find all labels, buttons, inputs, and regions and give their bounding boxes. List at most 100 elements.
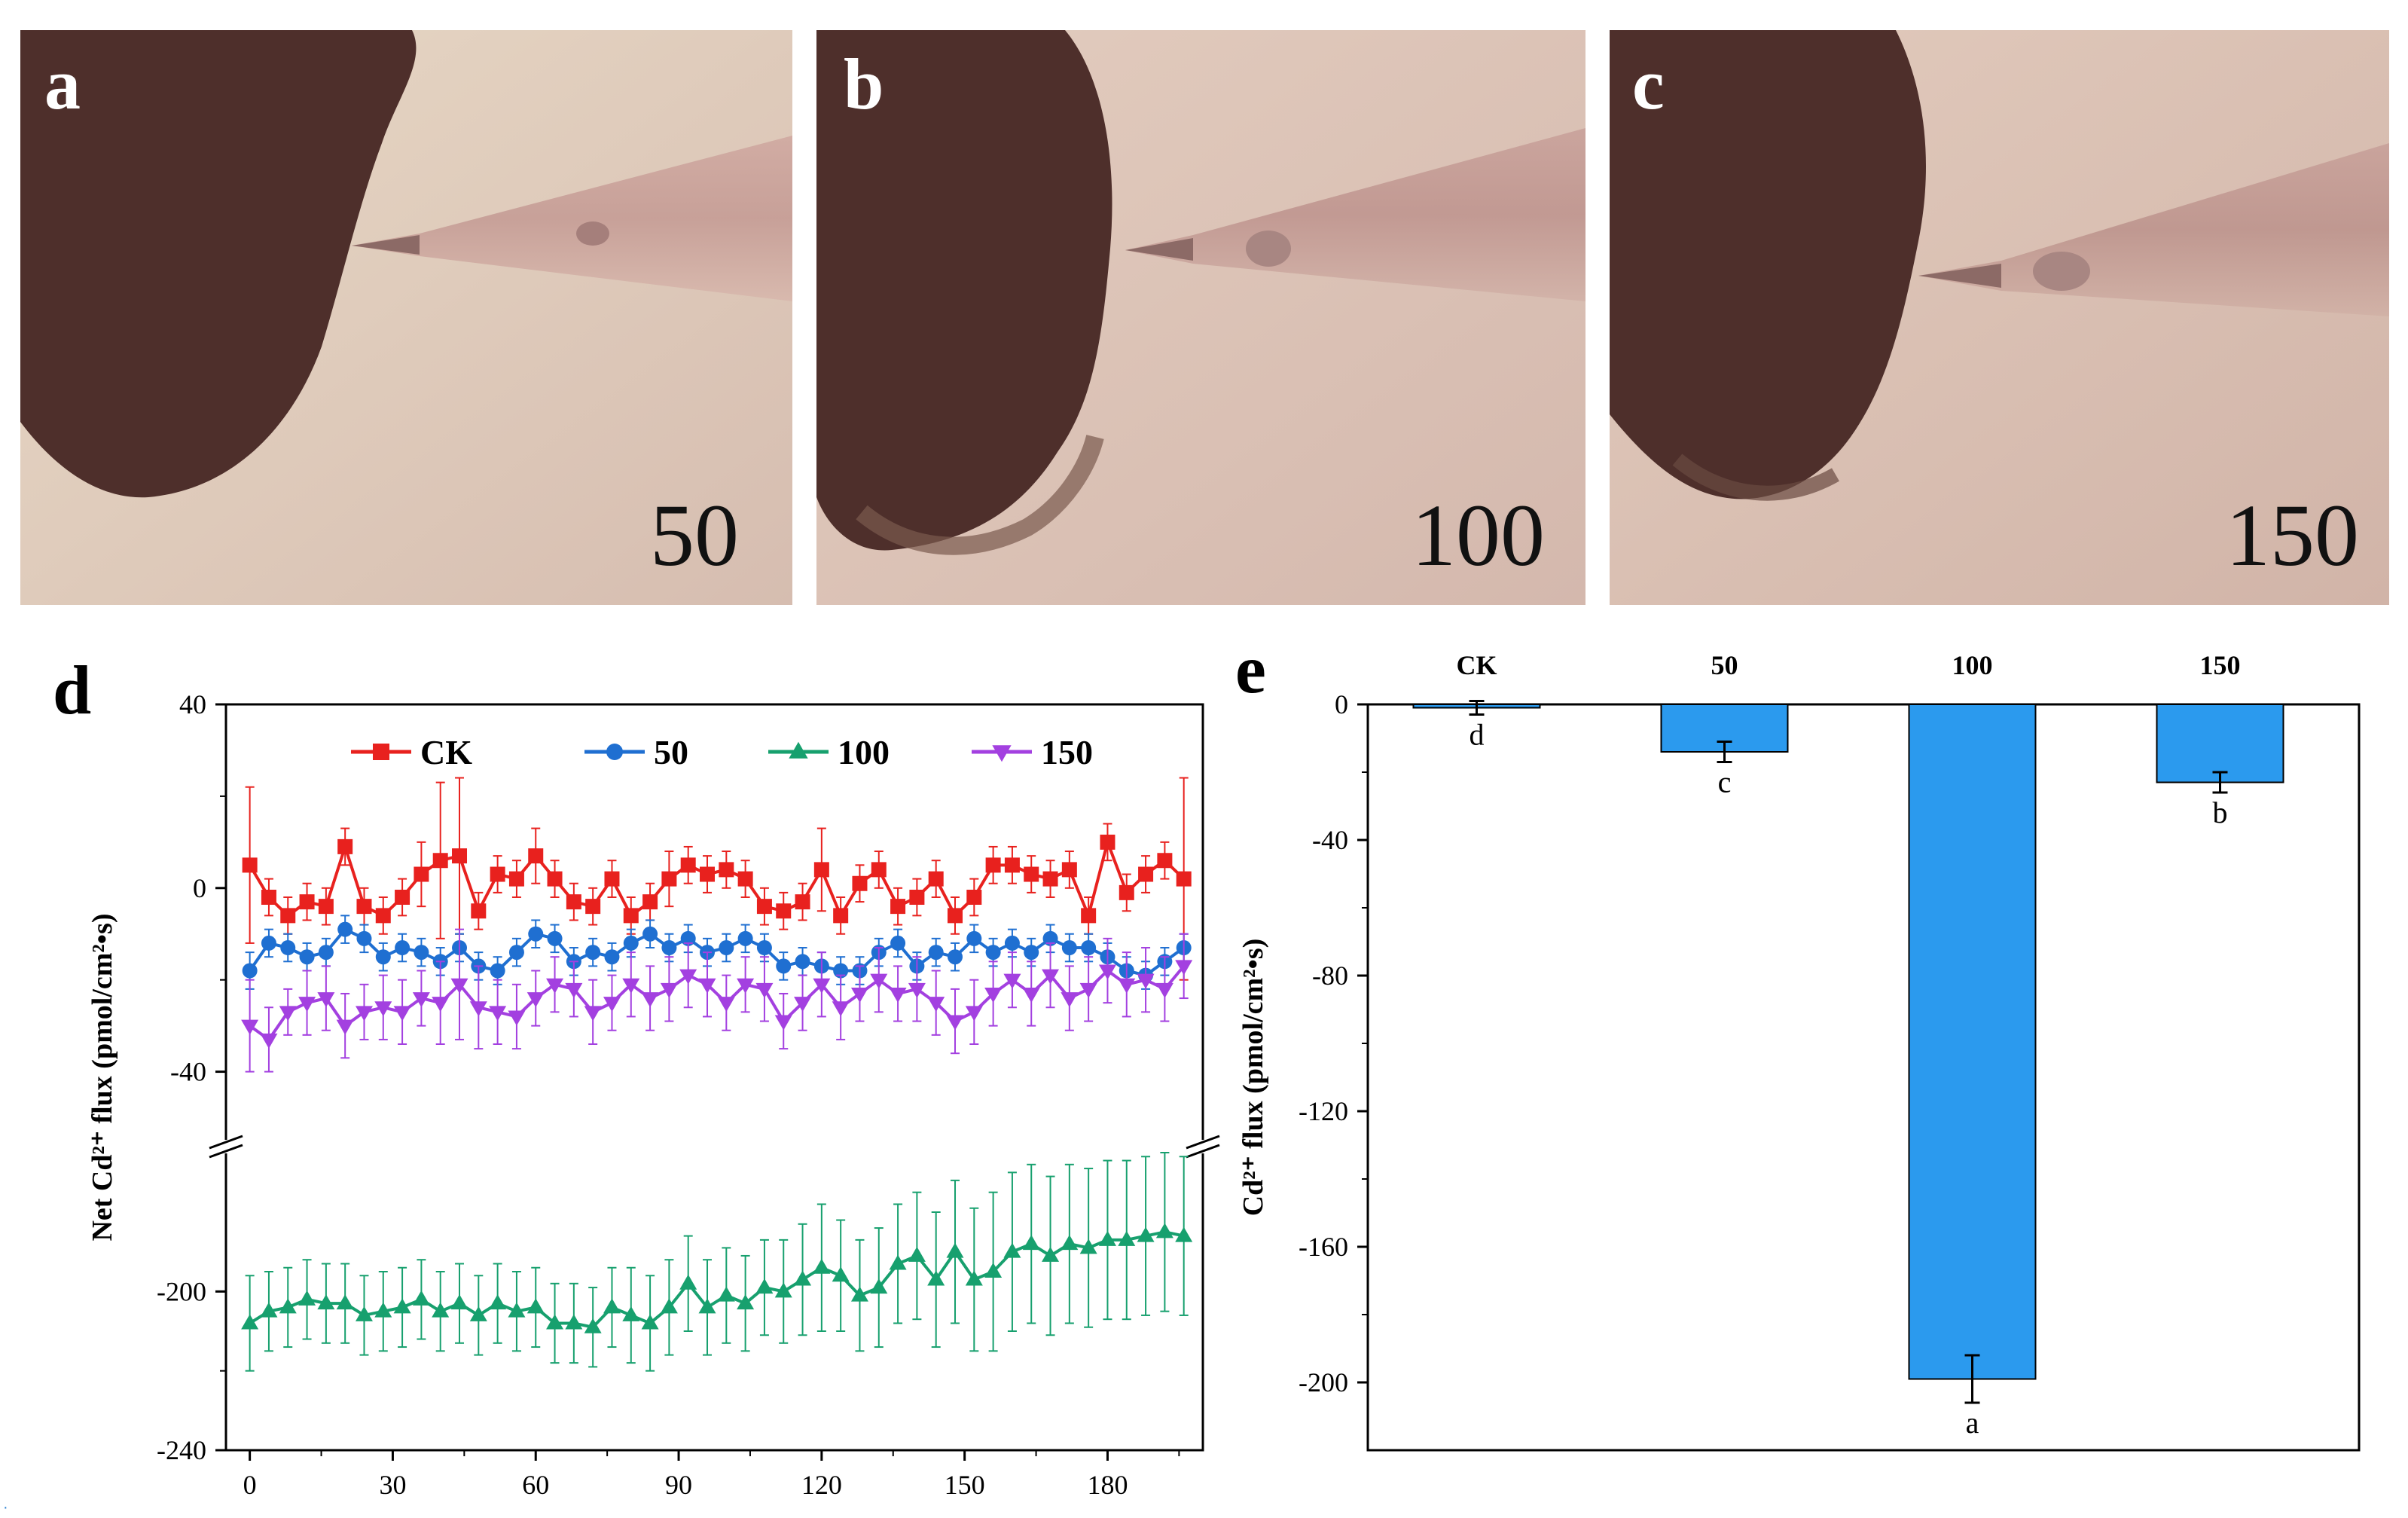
data-point	[946, 1015, 964, 1031]
data-point	[641, 1314, 659, 1330]
concentration-label-b: 100	[1412, 486, 1545, 585]
data-point	[528, 926, 544, 942]
data-point	[1061, 862, 1077, 878]
data-point	[737, 871, 753, 887]
data-point	[776, 903, 792, 919]
micrograph-a	[20, 30, 792, 605]
data-point	[280, 908, 296, 924]
data-point	[242, 963, 258, 979]
series-CK	[242, 777, 1192, 981]
data-point	[890, 935, 906, 951]
data-point	[584, 1006, 602, 1022]
data-point	[661, 871, 677, 887]
data-point	[756, 940, 772, 956]
panel-label-b: b	[844, 44, 884, 124]
category-label-CK: CK	[1457, 650, 1497, 680]
data-point	[318, 945, 334, 961]
y-tick-label-d: -40	[170, 1057, 206, 1087]
data-point	[700, 866, 716, 882]
data-point	[412, 992, 430, 1008]
data-point	[1098, 964, 1116, 980]
data-point	[1061, 992, 1079, 1008]
data-point	[604, 949, 620, 965]
data-point	[928, 871, 944, 887]
data-point	[469, 1001, 487, 1017]
data-point	[794, 1270, 812, 1286]
data-point	[452, 848, 468, 864]
panel-label-d: d	[53, 652, 92, 728]
photo-panel-a: a 50	[20, 30, 792, 605]
data-point	[356, 930, 372, 946]
bar-chart-e: 0 -40 -80 -120 -160 -200 Cd²⁺ flux (pmol/cm²•s…	[1238, 650, 2361, 1452]
category-label-100: 100	[1952, 650, 1993, 680]
data-point	[279, 1006, 297, 1022]
data-point	[317, 1294, 335, 1310]
data-point	[985, 945, 1001, 961]
data-point	[393, 1298, 411, 1314]
data-point	[490, 866, 505, 882]
data-point	[490, 963, 505, 979]
panel-label-a: a	[44, 44, 81, 124]
data-point	[642, 926, 658, 942]
data-point	[1004, 857, 1020, 873]
data-point	[909, 889, 925, 905]
pipette-b	[1125, 128, 1585, 301]
data-point	[890, 899, 906, 915]
significance-letter-CK: d	[1470, 718, 1485, 752]
y-axis-label-d: Net Cd²⁺ flux (pmol/cm²•s)	[87, 913, 118, 1241]
data-point	[622, 1306, 640, 1321]
data-point	[432, 853, 448, 869]
data-point	[603, 1298, 621, 1314]
data-point	[776, 958, 792, 974]
data-point	[1138, 866, 1154, 882]
data-point	[1137, 973, 1155, 989]
data-point	[1098, 1230, 1116, 1246]
data-point	[242, 857, 258, 873]
significance-letter-50: c	[1718, 765, 1732, 799]
data-point	[965, 1270, 983, 1286]
y-tick-label-e: -80	[1312, 961, 1348, 991]
data-point	[623, 908, 639, 924]
legend-label-50: 50	[654, 733, 688, 771]
data-point	[852, 875, 868, 891]
data-point	[908, 982, 926, 998]
data-point	[355, 1006, 373, 1022]
data-point	[395, 889, 410, 905]
data-point	[622, 978, 640, 994]
data-point	[795, 894, 810, 910]
data-point	[508, 1010, 526, 1026]
data-point	[471, 903, 487, 919]
data-point	[261, 935, 276, 951]
data-point	[698, 978, 716, 994]
legend-marker-CK	[373, 744, 389, 760]
data-point	[412, 1290, 430, 1306]
data-point	[547, 871, 563, 887]
data-point	[889, 987, 907, 1003]
data-point	[1042, 969, 1060, 985]
data-point	[1118, 978, 1136, 994]
axis-break-mark	[209, 1144, 243, 1159]
x-tick-label-d: 150	[945, 1470, 985, 1500]
data-point	[1176, 871, 1192, 887]
axis-break-mark	[209, 1135, 243, 1150]
data-point	[298, 997, 316, 1013]
data-point	[679, 1274, 697, 1290]
data-point	[546, 1314, 564, 1330]
data-point	[585, 945, 601, 961]
data-point	[374, 1001, 392, 1017]
data-point	[1155, 1223, 1173, 1239]
data-point	[1061, 940, 1077, 956]
data-point	[946, 1242, 964, 1258]
y-tick-label-d: -240	[157, 1435, 206, 1465]
photo-panel-b: b 100	[816, 30, 1585, 605]
data-point	[261, 889, 276, 905]
data-point	[698, 1298, 716, 1314]
data-point	[1137, 1226, 1155, 1242]
legend-label-100: 100	[838, 733, 890, 771]
data-point	[813, 862, 829, 878]
data-point	[584, 1318, 602, 1333]
data-point	[1042, 871, 1058, 887]
data-point	[1119, 884, 1134, 900]
category-label-150: 150	[2200, 650, 2241, 680]
